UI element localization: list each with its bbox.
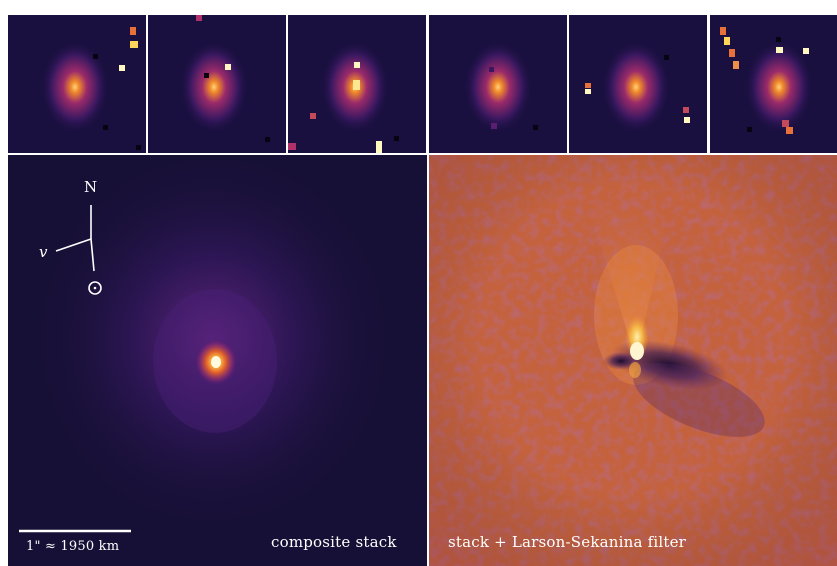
north-label: N (84, 178, 97, 196)
velocity-arrow-line (55, 238, 92, 252)
composite-stack-image: N v (8, 155, 427, 566)
thumbnail-frame-2 (148, 15, 286, 153)
compass (55, 205, 102, 295)
sun-symbol-icon (88, 281, 102, 295)
composite-stack-panel: N v 1" ≈ 1950 km composite stack (8, 155, 427, 566)
scale-bar-label: 1" ≈ 1950 km (26, 539, 120, 554)
thumbnail-frame-6 (710, 15, 837, 153)
composite-stack-label: composite stack (271, 533, 397, 551)
velocity-label: v (39, 243, 48, 261)
larson-sekanina-label: stack + Larson-Sekanina filter (448, 533, 687, 551)
thumbnail-frame-3 (288, 15, 426, 153)
thumbnail-frame-5 (569, 15, 707, 153)
sun-direction-line (90, 238, 95, 272)
thumbnail-frame-1 (8, 15, 146, 153)
thumbnail-frame-4 (429, 15, 567, 153)
larson-sekanina-image (429, 155, 837, 566)
larson-sekanina-panel: stack + Larson-Sekanina filter (429, 155, 837, 566)
